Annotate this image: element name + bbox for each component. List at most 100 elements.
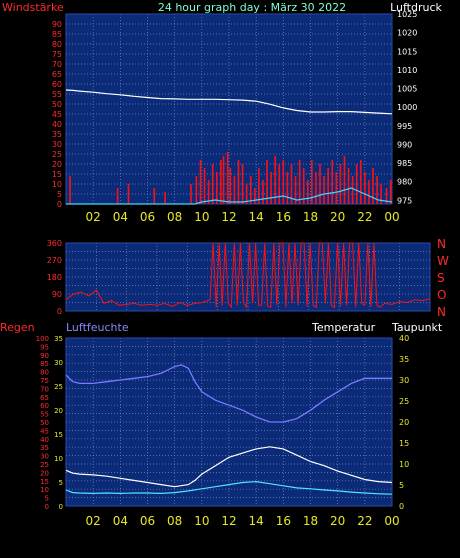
wind-xtick-label: 22 <box>357 210 372 224</box>
temperature-ytick-label: 20 <box>399 418 409 427</box>
rain-ytick-label: 60 <box>40 402 49 410</box>
wind-xtick-label: 16 <box>276 210 291 224</box>
wind-ytick-label: 45 <box>52 110 62 119</box>
wind-pressure-panel: 0510152025303540455055606570758085909759… <box>52 10 418 224</box>
humidity-line <box>65 364 392 423</box>
climate-xtick-label: 16 <box>276 514 291 528</box>
rain-ytick-label: 95 <box>40 343 49 351</box>
rain-ytick-label: 45 <box>40 427 49 435</box>
rain-ytick-label: 0 <box>45 503 49 511</box>
pressure-ytick-label: 1010 <box>397 66 417 75</box>
direction-border <box>65 242 431 312</box>
pressure-line <box>65 89 393 115</box>
compass-label: S <box>437 271 445 285</box>
rain-ytick-label: 80 <box>40 369 49 377</box>
rain-ytick-label: 85 <box>40 360 49 368</box>
climate-xtick-label: 00 <box>384 514 399 528</box>
wind-direction-line <box>65 242 431 309</box>
wind-ytick-label: 10 <box>52 180 62 189</box>
humidity-ytick-label: 0 <box>59 503 63 511</box>
rain-ytick-label: 10 <box>40 486 49 494</box>
rain-ytick-label: 50 <box>40 419 49 427</box>
pressure-ytick-label: 1005 <box>397 85 417 94</box>
temperature-ytick-label: 30 <box>399 376 409 385</box>
humidity-axis-title: Luftfeuchte <box>66 321 129 334</box>
wind-xtick-label: 12 <box>221 210 236 224</box>
temperature-ytick-label: 15 <box>399 439 409 448</box>
rain-ytick-label: 100 <box>36 335 49 343</box>
wind-xtick-label: 02 <box>86 210 101 224</box>
direction-ytick-label: 180 <box>47 273 62 282</box>
pressure-ytick-label: 1015 <box>397 47 417 56</box>
humidity-ytick-label: 30 <box>54 359 63 367</box>
wind-xtick-label: 06 <box>140 210 155 224</box>
wind-ytick-label: 30 <box>52 140 62 149</box>
rain-ytick-label: 75 <box>40 377 49 385</box>
wind-gust-line <box>66 187 393 205</box>
pressure-ytick-label: 990 <box>397 140 412 149</box>
humidity-ytick-label: 5 <box>59 479 63 487</box>
direction-ytick-label: 360 <box>47 239 62 248</box>
wind-plot-area <box>66 14 392 204</box>
climate-xtick-label: 12 <box>221 514 236 528</box>
wind-ytick-label: 90 <box>52 20 62 29</box>
pressure-ytick-label: 1025 <box>397 10 417 19</box>
climate-xtick-label: 14 <box>249 514 264 528</box>
pressure-ytick-label: 975 <box>397 196 412 205</box>
compass-label: W <box>437 254 449 268</box>
wind-xtick-label: 18 <box>303 210 318 224</box>
pressure-ytick-label: 995 <box>397 122 412 131</box>
climate-xtick-label: 18 <box>303 514 318 528</box>
rain-ytick-label: 40 <box>40 436 49 444</box>
wind-xtick-label: 08 <box>167 210 182 224</box>
compass-label: N <box>437 237 446 251</box>
temperature-ytick-label: 10 <box>399 460 409 469</box>
humidity-ytick-label: 15 <box>54 431 63 439</box>
temperature-line <box>65 446 393 488</box>
pressure-ytick-label: 985 <box>397 159 412 168</box>
rain-ytick-label: 65 <box>40 394 49 402</box>
pressure-axis-title: Luftdruck <box>390 1 442 14</box>
rain-ytick-label: 20 <box>40 469 49 477</box>
rain-ytick-label: 5 <box>45 495 49 503</box>
wind-ytick-label: 20 <box>52 160 62 169</box>
pressure-ytick-label: 980 <box>397 178 412 187</box>
temperature-ytick-label: 35 <box>399 355 409 364</box>
humidity-ytick-label: 25 <box>54 383 63 391</box>
wind-speed-axis-title: Windstärke <box>2 1 64 14</box>
rain-ytick-label: 30 <box>40 453 49 461</box>
wind-border <box>65 13 393 205</box>
climate-xtick-label: 20 <box>330 514 345 528</box>
wind-ytick-label: 35 <box>52 130 62 139</box>
wind-ytick-label: 0 <box>57 200 62 209</box>
wind-ytick-label: 55 <box>52 90 62 99</box>
climate-xtick-label: 10 <box>194 514 209 528</box>
wind-ytick-label: 40 <box>52 120 62 129</box>
wind-ytick-label: 25 <box>52 150 62 159</box>
wind-xtick-label: 14 <box>249 210 264 224</box>
temperature-humidity-panel: 0510152025303540455055606570758085909510… <box>36 334 410 528</box>
direction-ytick-label: 90 <box>52 290 62 299</box>
direction-ytick-label: 0 <box>57 307 62 316</box>
wind-ytick-label: 5 <box>57 190 62 199</box>
temperature-ytick-label: 5 <box>399 481 404 490</box>
rain-axis-title: Regen <box>0 321 35 334</box>
wind-ytick-label: 50 <box>52 100 62 109</box>
wind-xtick-label: 10 <box>194 210 209 224</box>
wind-xtick-label: 04 <box>113 210 128 224</box>
climate-border <box>65 337 393 507</box>
wind-ytick-label: 80 <box>52 40 62 49</box>
rain-ytick-label: 90 <box>40 352 49 360</box>
climate-xtick-label: 04 <box>113 514 128 528</box>
rain-ytick-label: 70 <box>40 385 49 393</box>
wind-ytick-label: 65 <box>52 70 62 79</box>
climate-xtick-label: 02 <box>86 514 101 528</box>
temperature-axis-title: Temperatur <box>311 321 376 334</box>
humidity-ytick-label: 10 <box>54 455 63 463</box>
chart-title: 24 hour graph day : März 30 2022 <box>158 1 346 14</box>
temperature-ytick-label: 40 <box>399 334 409 343</box>
climate-xtick-label: 08 <box>167 514 182 528</box>
